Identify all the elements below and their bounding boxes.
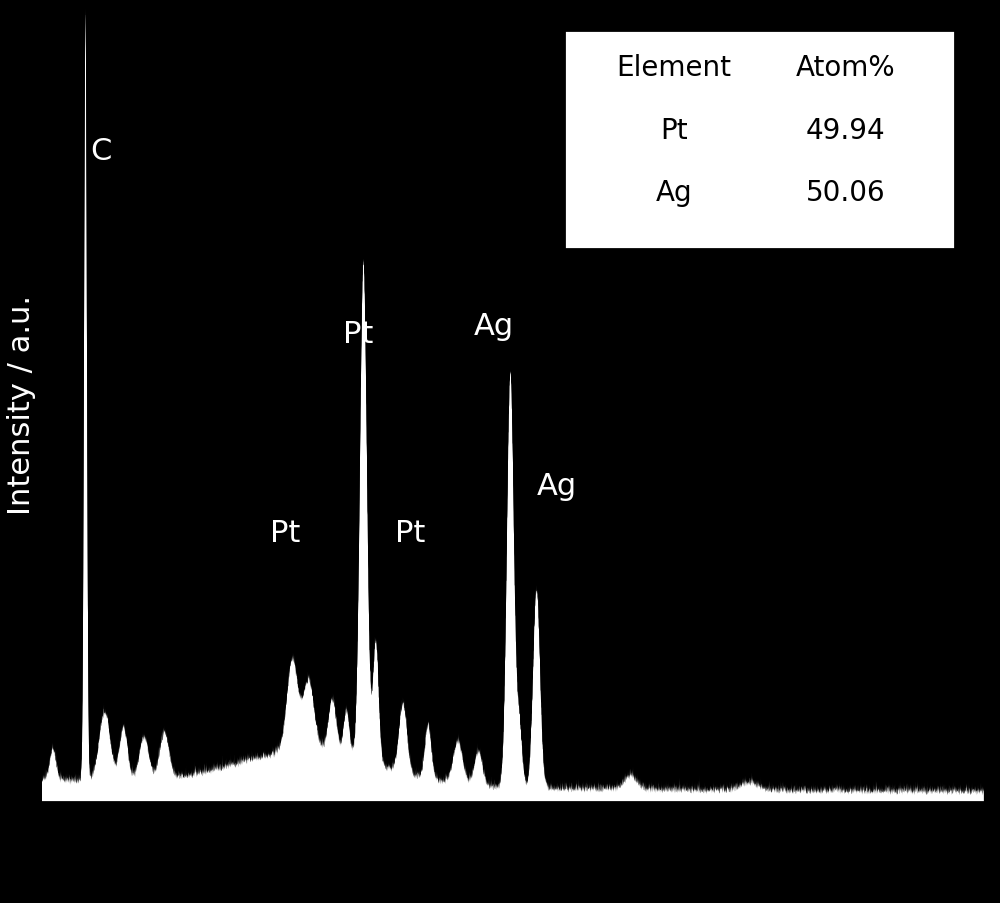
Y-axis label: Intensity / a.u.: Intensity / a.u. bbox=[7, 294, 36, 515]
X-axis label: Energy/KeV: Energy/KeV bbox=[393, 854, 632, 896]
Text: Pt: Pt bbox=[343, 320, 374, 349]
Text: 50.06: 50.06 bbox=[806, 180, 885, 208]
Text: Element: Element bbox=[616, 54, 731, 82]
Text: Pt: Pt bbox=[660, 116, 687, 144]
Text: Pt: Pt bbox=[395, 519, 426, 548]
Text: 49.94: 49.94 bbox=[806, 116, 885, 144]
Text: Ag: Ag bbox=[536, 471, 576, 500]
Text: Ag: Ag bbox=[474, 312, 514, 341]
Text: Ag: Ag bbox=[655, 180, 692, 208]
FancyBboxPatch shape bbox=[564, 31, 955, 249]
Text: Atom%: Atom% bbox=[796, 54, 895, 82]
Text: C: C bbox=[90, 137, 112, 166]
Text: Pt: Pt bbox=[270, 519, 300, 548]
